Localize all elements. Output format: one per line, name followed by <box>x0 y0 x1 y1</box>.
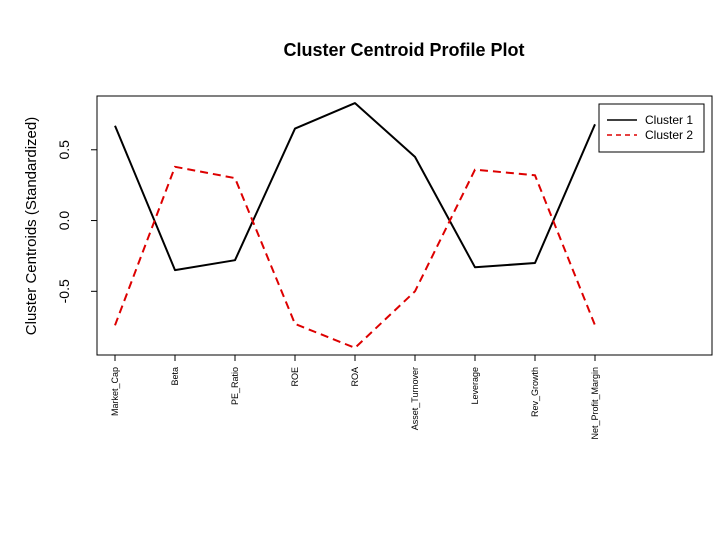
x-tick-label: Net_Profit_Margin <box>590 367 600 440</box>
series-line-cluster-1 <box>114 102 596 272</box>
y-axis: -0.5 0.0 0.5 <box>56 140 97 303</box>
x-tick-label: Beta <box>170 367 180 386</box>
y-tick-label: 0.0 <box>56 211 72 231</box>
legend-label: Cluster 1 <box>645 113 693 127</box>
x-tick-label: ROE <box>290 367 300 387</box>
series-line-cluster-2 <box>114 165 596 349</box>
x-tick-label: Market_Cap <box>110 367 120 416</box>
plot-frame <box>96 95 713 356</box>
x-tick-label: Rev_Growth <box>530 367 540 417</box>
legend-label: Cluster 2 <box>645 128 693 142</box>
x-axis: Market_Cap Beta PE_Ratio ROE ROA Asset_Turnov… <box>110 355 600 440</box>
x-tick-label: Asset_Turnover <box>410 367 420 430</box>
chart-title: Cluster Centroid Profile Plot <box>283 40 524 60</box>
x-tick-label: PE_Ratio <box>230 367 240 405</box>
x-tick-label: ROA <box>350 367 360 387</box>
y-tick-label: 0.5 <box>56 140 72 160</box>
y-axis-label: Cluster Centroids (Standardized) <box>23 117 40 335</box>
x-tick-label: Leverage <box>470 367 480 405</box>
series-lines <box>114 102 596 349</box>
legend-box <box>598 103 705 153</box>
y-tick-label: -0.5 <box>56 279 72 303</box>
